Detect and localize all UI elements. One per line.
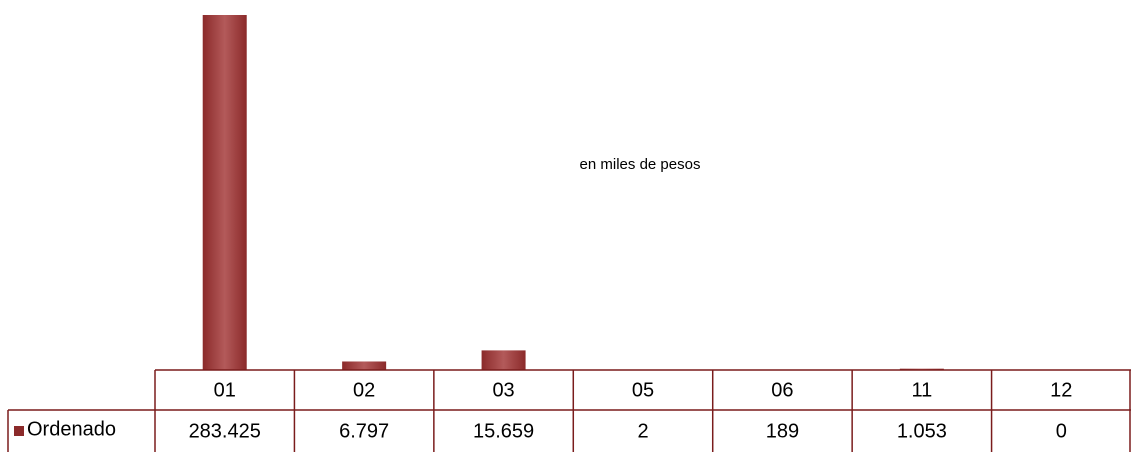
data-label: 1.053	[897, 420, 947, 442]
chart-subtitle: en miles de pesos	[580, 156, 701, 173]
bar	[202, 15, 247, 370]
bar	[481, 350, 526, 370]
data-label: 15.659	[473, 420, 534, 442]
data-label: 189	[766, 420, 799, 442]
legend-label: Ordenado	[27, 418, 116, 440]
x-tick-label: 11	[911, 379, 932, 401]
x-tick-label: 06	[771, 379, 793, 401]
data-label: 0	[1056, 420, 1067, 442]
x-tick-label: 12	[1050, 379, 1072, 401]
data-label: 283.425	[189, 420, 261, 442]
x-tick-label: 01	[214, 379, 236, 401]
legend-swatch	[14, 426, 24, 436]
x-tick-label: 05	[632, 379, 654, 401]
x-tick-label: 02	[353, 379, 375, 401]
bar	[342, 361, 387, 370]
data-label: 6.797	[339, 420, 389, 442]
data-label: 2	[637, 420, 648, 442]
x-tick-label: 03	[492, 379, 514, 401]
